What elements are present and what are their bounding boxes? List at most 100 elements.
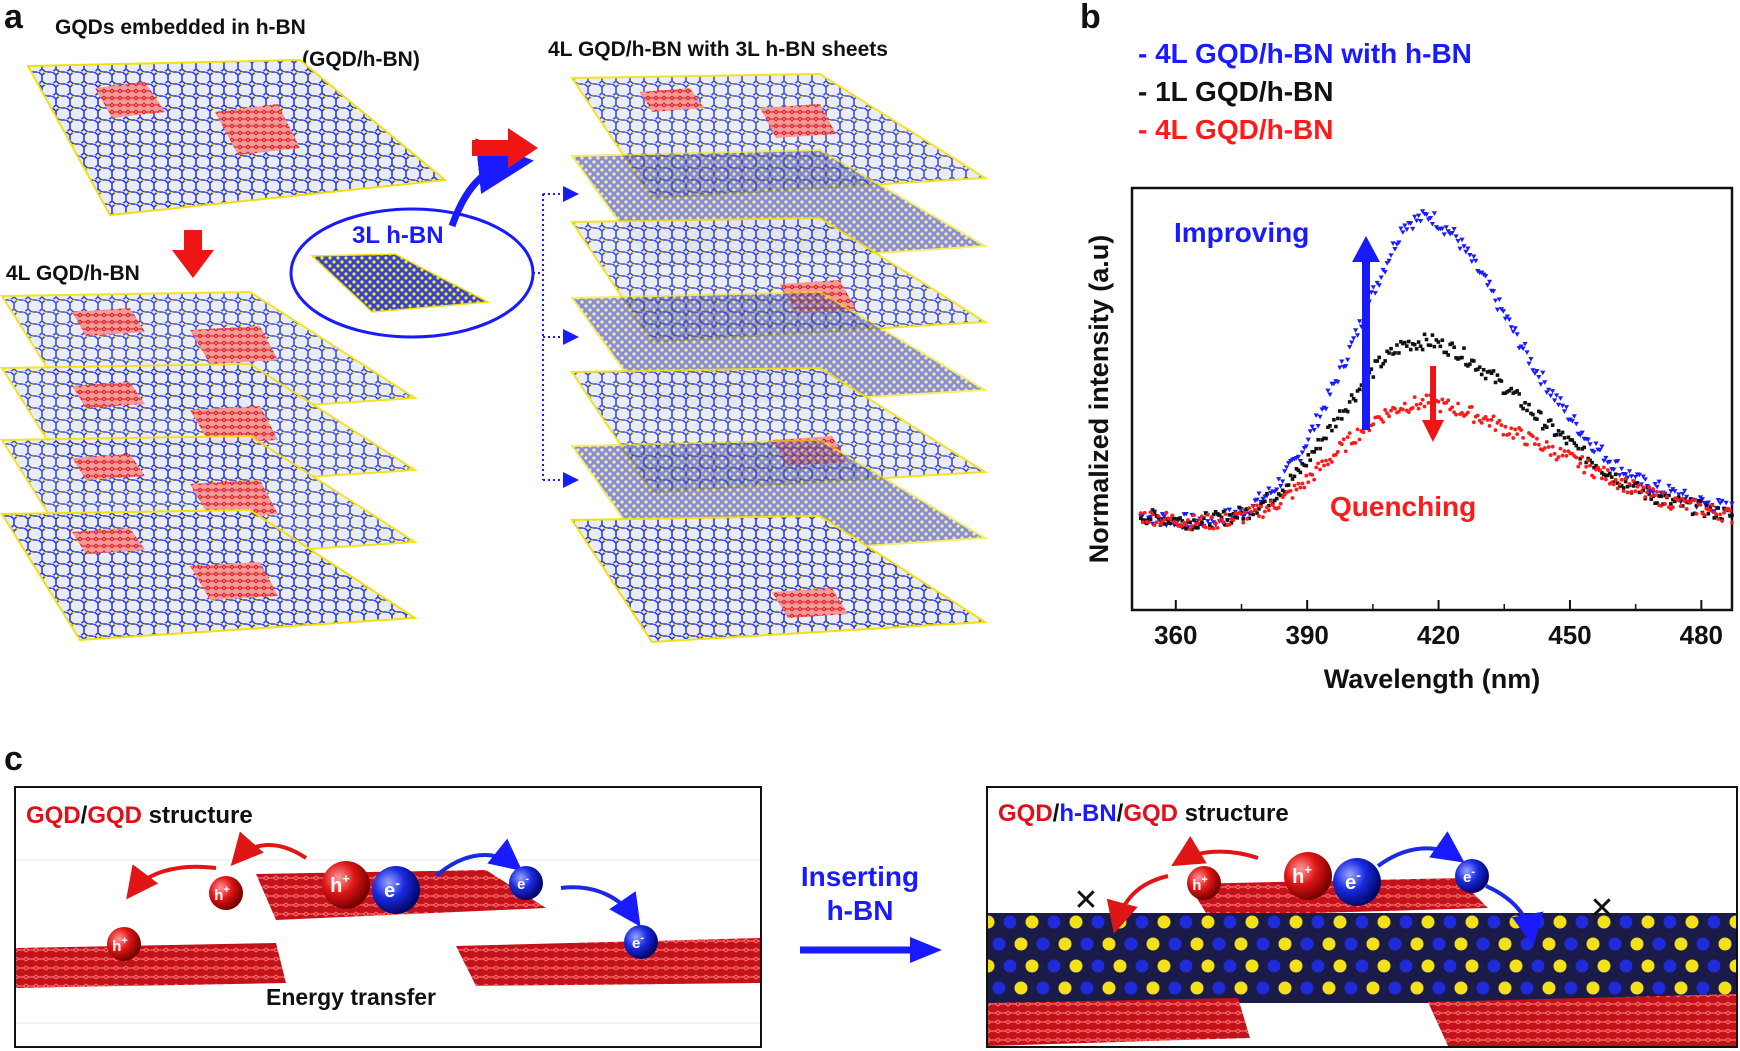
data-point (1282, 490, 1287, 494)
data-point (1306, 480, 1311, 485)
data-point (1351, 396, 1356, 401)
data-point (1330, 428, 1334, 433)
data-point (1466, 410, 1470, 415)
data-point (1647, 492, 1652, 496)
data-point (1457, 246, 1463, 252)
gqd-gqd-box: GQD/GQD structure h+ e- h+ e- h+ e- Ener… (14, 786, 762, 1048)
data-point (1554, 457, 1559, 462)
data-point (1534, 436, 1539, 441)
data-point (1574, 455, 1579, 460)
data-point (1698, 502, 1703, 507)
hbn-atom (1190, 937, 1204, 951)
data-point (1440, 338, 1445, 343)
hbn-atom (1245, 915, 1259, 929)
hbn-atom (1124, 937, 1138, 951)
inserting-arrow (800, 937, 942, 963)
data-point (1576, 446, 1581, 451)
data-point (1176, 517, 1181, 521)
electron-transfer-arrow (434, 838, 523, 878)
data-point (1387, 414, 1391, 419)
hbn-atom (1410, 981, 1424, 995)
data-point (1251, 504, 1255, 509)
data-point (1562, 436, 1567, 440)
data-point (1213, 510, 1218, 514)
hbn-atom (1531, 915, 1545, 929)
data-point (1730, 520, 1734, 525)
data-point (1408, 221, 1414, 226)
data-point (1663, 493, 1667, 498)
data-point (1655, 501, 1659, 505)
data-point (1493, 380, 1498, 385)
hbn-atom (1498, 981, 1512, 995)
hbn-atom (988, 915, 995, 929)
hbn-atom (1201, 915, 1215, 929)
data-point (1199, 514, 1204, 519)
gqd-gqd-title: GQD/GQD structure (26, 802, 253, 829)
data-point (1292, 474, 1297, 479)
data-point (1386, 258, 1392, 264)
data-point (1197, 517, 1202, 522)
hbn-atom (1586, 937, 1600, 951)
hbn-atom (1542, 937, 1556, 951)
data-point (1239, 512, 1244, 516)
data-point (1631, 479, 1636, 483)
data-point (1309, 424, 1315, 430)
hbn-atom (1696, 981, 1710, 995)
data-point (1396, 240, 1402, 245)
hbn-atom (1432, 937, 1446, 951)
data-point (1290, 477, 1295, 481)
data-point (1148, 517, 1153, 522)
hbn-atom (1234, 981, 1248, 995)
data-point (1729, 501, 1735, 507)
data-point (1393, 351, 1397, 355)
data-point (1422, 332, 1427, 337)
data-point (1339, 417, 1344, 421)
data-point (1311, 427, 1317, 433)
data-point (1728, 508, 1732, 513)
svg-text:h+: h+ (1192, 874, 1208, 894)
data-point (1455, 238, 1461, 244)
hole-ball (1284, 852, 1332, 900)
data-point (1706, 511, 1711, 516)
data-point (1266, 486, 1272, 492)
data-point (1483, 414, 1488, 419)
hbn-atom (1498, 937, 1512, 951)
hbn-atom (1091, 959, 1105, 973)
data-point (1544, 390, 1550, 395)
hbn-atom (1300, 981, 1314, 995)
data-point (1406, 339, 1411, 344)
data-point (1521, 435, 1525, 440)
data-point (1641, 488, 1646, 493)
hbn-atom (1311, 915, 1325, 929)
hbn-atom (1729, 959, 1736, 973)
blocked-electron-arrow (1485, 884, 1544, 946)
data-point (1280, 479, 1286, 484)
data-point (1564, 441, 1569, 446)
data-point (1336, 416, 1340, 421)
data-point (1653, 501, 1657, 506)
data-point (1188, 527, 1192, 532)
data-point (1174, 521, 1179, 526)
hbn-atom (1630, 981, 1644, 995)
data-point (1448, 342, 1452, 347)
data-point (1552, 433, 1557, 438)
data-point (1217, 513, 1222, 517)
x-tick-label: 450 (1548, 620, 1591, 650)
data-point (1642, 477, 1648, 482)
data-point (1286, 483, 1291, 487)
data-point (1215, 526, 1220, 530)
data-point (1345, 435, 1350, 440)
data-point (1564, 453, 1569, 458)
data-point (1158, 522, 1163, 526)
data-point (1338, 409, 1342, 413)
hbn-atom (1443, 915, 1457, 929)
data-point (1535, 417, 1539, 421)
data-point (1168, 517, 1173, 521)
data-point (1318, 446, 1322, 451)
data-point (1227, 522, 1232, 527)
data-point (1416, 406, 1421, 411)
data-point (1196, 525, 1200, 530)
hbn-atom (1146, 937, 1160, 951)
data-point (1312, 477, 1317, 482)
data-point (1585, 437, 1591, 443)
